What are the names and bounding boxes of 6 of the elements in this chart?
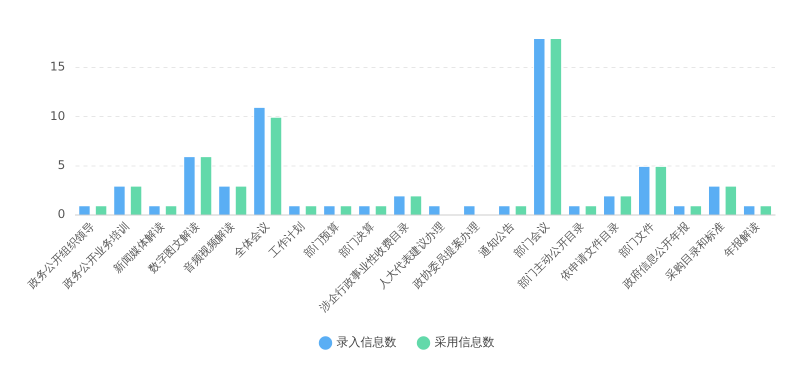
y-tick-label: 0	[58, 207, 66, 222]
legend-label: 录入信息数	[336, 335, 396, 350]
y-tick-label: 10	[50, 108, 66, 123]
y-tick-label: 15	[50, 60, 66, 74]
y-tick-label: 5	[58, 158, 66, 172]
legend-label: 采用信息数	[434, 335, 494, 350]
